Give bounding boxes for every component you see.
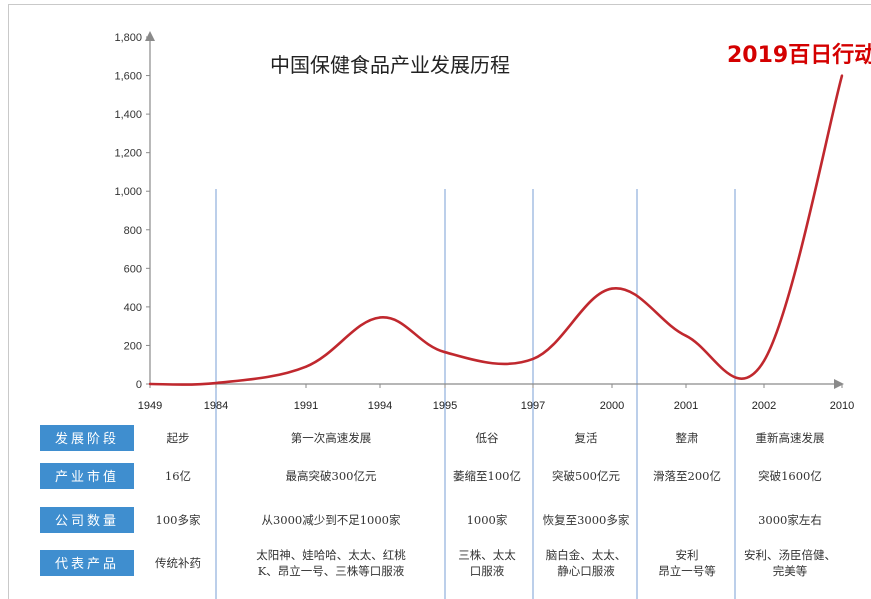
y-tick-label: 200 [124,340,142,352]
x-tick-label: 2002 [752,400,776,412]
data-point [531,357,535,361]
table-cell: 安利 [676,548,699,562]
table-cell: 脑白金、太太、 [546,548,627,562]
table-cell: 恢复至3000多家 [543,513,630,527]
table-cell: 完美等 [773,564,808,578]
x-tick-label: 1995 [433,400,457,412]
data-point [214,381,218,385]
data-point [148,382,152,386]
table-cell: 100多家 [156,513,201,527]
row-company-count-label: 公司数量 [55,514,119,529]
row-market-value-label: 产业市值 [55,469,119,485]
table-cell: 复活 [575,431,598,445]
x-tick-label: 1997 [521,400,545,412]
table-cell: K、昂立一号、三株等口服液 [258,564,405,578]
table-cell: 从3000减少到不足1000家 [261,513,401,527]
row-stage-label-bg [40,425,134,451]
table-cell: 起步 [167,431,190,445]
x-tick-label: 1991 [294,400,318,412]
y-tick-label: 1,400 [114,109,142,121]
y-tick-label: 1,600 [114,71,142,83]
y-axis-arrow [145,31,155,41]
table-cell: 静心口服液 [557,564,615,578]
chart-frame [8,4,871,599]
annotation-2019: 2019百日行动 [727,42,871,68]
table-cell: 低谷 [476,431,499,445]
table-cell: 传统补药 [155,556,201,570]
table-cell: 突破1600亿 [758,469,822,483]
table-cell: 突破500亿元 [552,469,620,483]
data-point [378,316,382,319]
y-tick-label: 600 [124,263,142,275]
y-tick-label: 1,200 [114,148,142,160]
data-point [684,334,688,338]
y-tick-label: 1,000 [114,186,142,198]
x-tick-label: 2000 [600,400,624,412]
row-company-count-label-bg [40,507,134,533]
table-cell: 安利、汤臣倍健、 [744,548,836,562]
row-representative-products-label: 代表产品 [55,557,119,572]
y-tick-label: 0 [136,379,142,391]
row-market-value-label-bg [40,463,134,489]
y-tick-label: 800 [124,225,142,237]
data-point [840,74,844,77]
x-tick-label: 2001 [674,400,698,412]
table-cell: 最高突破300亿元 [286,469,377,483]
table-cell: 3000家左右 [758,513,822,527]
data-point [762,359,766,363]
table-cell: 滑落至200亿 [653,469,721,483]
table-cell: 16亿 [165,469,191,483]
table-cell: 1000家 [467,513,508,527]
data-point [443,350,447,354]
table-cell: 口服液 [470,564,505,578]
y-tick-label: 400 [124,302,142,314]
x-tick-label: 1949 [138,400,162,412]
table-cell: 第一次高速发展 [291,431,372,445]
table-cell: 重新高速发展 [756,431,825,445]
table-cell: 昂立一号等 [658,564,716,578]
x-tick-label: 1994 [368,400,392,412]
chart-title: 中国保健食品产业发展历程 [270,53,510,77]
table-cell: 三株、太太 [458,548,516,562]
row-stage-label: 发展阶段 [55,431,119,447]
table-cell: 整肃 [676,431,699,445]
series-line [149,75,844,386]
table-cell: 太阳神、娃哈哈、太太、红桃 [256,548,406,562]
x-axis-arrow [834,379,844,389]
x-tick-label: 1984 [204,400,228,412]
table-cell: 萎缩至100亿 [453,469,521,483]
data-point [304,365,308,368]
row-representative-products-label-bg [40,550,134,576]
x-tick-label: 2010 [830,400,854,412]
data-point [610,287,614,290]
y-tick-label: 1,800 [114,32,142,44]
